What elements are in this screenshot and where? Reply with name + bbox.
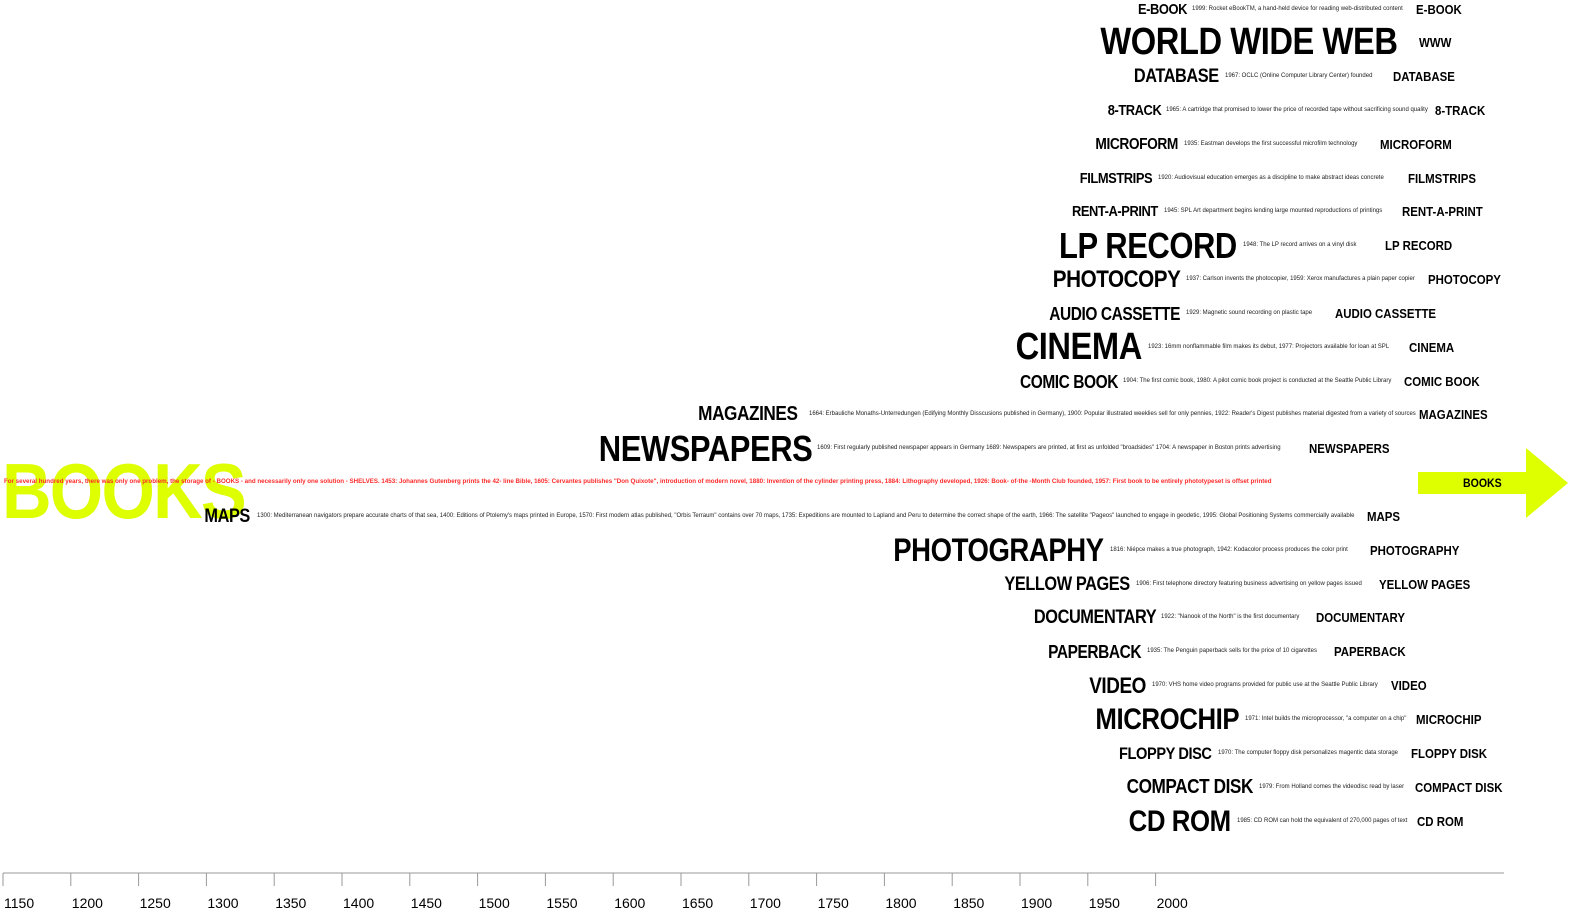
media-description: 1816: Niépce makes a true photograph, 19… [1110,547,1348,553]
media-end-label: YELLOW PAGES [1379,577,1471,592]
media-end-label: MAPS [1367,509,1401,524]
media-description: 1929: Magnetic sound recording on plasti… [1186,310,1313,316]
media-description: 1923: 16mm nonflammable film makes its d… [1148,344,1390,350]
media-label: FLOPPY DISC [1119,744,1213,764]
media-label: 8-TRACK [1107,102,1161,120]
media-description: 1935: The Penguin paperback sells for th… [1147,648,1317,654]
media-end-label: PAPERBACK [1334,644,1406,659]
year-axis [2,872,1504,886]
media-label: MICROFORM [1095,135,1178,153]
media-end-label: COMPACT DISK [1415,780,1503,795]
media-end-label: WWW [1419,35,1452,50]
books-description: For several hundred years, there was onl… [4,478,1272,485]
media-label: CD ROM [1128,804,1231,838]
media-description: 1985: CD ROM can hold the equivalent of … [1237,818,1408,824]
media-label: DOCUMENTARY [1033,606,1157,628]
media-description: 1920: Audiovisual education emerges as a… [1158,175,1384,181]
axis-ticks [2,873,1157,886]
media-description: 1970: The computer floppy disk personali… [1218,750,1398,756]
media-label: COMIC BOOK [1019,371,1118,392]
axis-tick-label: 2000 [1156,895,1188,911]
media-description: 1967: OCLC (Online Computer Library Cent… [1225,73,1373,79]
media-label: MAGAZINES [697,403,798,426]
axis-tick-label: 1400 [343,895,375,911]
media-label: E-BOOK [1137,1,1187,19]
media-description: 1904: The first comic book, 1980: A pilo… [1123,378,1392,384]
media-label: YELLOW PAGES [1004,573,1131,595]
media-description: 1922: "Nanook of the North" is the first… [1161,614,1300,620]
media-end-label: FLOPPY DISK [1411,746,1488,761]
media-end-label: E-BOOK [1416,2,1462,17]
axis-tick-label: 1850 [953,895,985,911]
media-description: 1300: Mediterranean navigators prepare a… [257,513,1355,519]
media-end-label: RENT-A-PRINT [1402,204,1483,219]
axis-tick-label: 1150 [4,895,35,911]
media-end-label: PHOTOCOPY [1428,272,1501,287]
media-label: FILMSTRIPS [1079,170,1153,188]
media-description: 1999: Rocket eBookTM, a hand-held device… [1192,6,1403,12]
timeline-arrow-icon [1418,448,1568,518]
media-label: PAPERBACK [1047,641,1141,662]
media-label: MICROCHIP [1095,702,1239,736]
axis-tick-label: 1450 [410,895,442,911]
media-label: CINEMA [1015,325,1143,368]
media-label: COMPACT DISK [1126,776,1254,799]
media-end-label: LP RECORD [1385,238,1453,253]
media-label: PHOTOGRAPHY [893,532,1105,569]
media-description: 1945: SPL Art department begins lending … [1164,208,1383,214]
axis-tick-label: 1600 [614,895,646,911]
media-end-label: DOCUMENTARY [1316,610,1405,625]
media-end-label: VIDEO [1391,678,1427,693]
media-end-label: MICROFORM [1380,137,1452,152]
axis-tick-label: 1550 [546,895,578,911]
media-end-label: MAGAZINES [1419,407,1488,422]
media-label: AUDIO CASSETTE [1049,303,1180,324]
media-end-label: COMIC BOOK [1404,374,1480,389]
media-description: 1979: From Holland comes the videodisc r… [1259,784,1405,790]
axis-tick-label: 1800 [885,895,917,911]
media-description: 1948: The LP record arrives on a vinyl d… [1243,242,1357,248]
axis-tick-label: 1750 [817,895,849,911]
axis-tick-label: 1650 [682,895,714,911]
media-end-label: 8-TRACK [1435,103,1486,118]
media-description: 1935: Eastman develops the first success… [1184,141,1358,147]
media-description: 1970: VHS home video programs provided f… [1152,682,1378,688]
axis-tick-label: 1700 [749,895,781,911]
media-end-label: DATABASE [1393,69,1455,84]
media-end-label: AUDIO CASSETTE [1335,306,1437,321]
media-description: 1965: A cartridge that promised to lower… [1166,107,1428,113]
axis-tick-label: 1350 [275,895,307,911]
axis-tick-label: 1250 [139,895,171,911]
media-description: 1906: First telephone directory featurin… [1136,581,1362,587]
media-end-label: FILMSTRIPS [1408,171,1477,186]
media-end-label: PHOTOGRAPHY [1370,543,1460,558]
media-label: NEWSPAPERS [598,428,812,470]
media-label: VIDEO [1089,673,1146,699]
media-label: RENT-A-PRINT [1072,203,1158,221]
media-end-label: MICROCHIP [1416,712,1482,727]
books-end-label: BOOKS [1463,476,1502,490]
axis-tick-label: 1300 [207,895,239,911]
media-description: 1664: Erbauliche Monaths-Unterredungen (… [809,411,1416,417]
media-label: LP RECORD [1059,225,1237,267]
axis-tick-label: 1500 [478,895,510,911]
media-description: 1937: Carlson invents the photocopier, 1… [1186,276,1415,282]
media-label: MAPS [204,505,251,527]
axis-tick-label: 1200 [71,895,103,911]
media-end-label: NEWSPAPERS [1309,441,1390,456]
books-title: BOOKS [2,447,247,535]
media-label: WORLD WIDE WEB [1100,20,1399,63]
media-end-label: CINEMA [1409,340,1455,355]
axis-tick-label: 1900 [1021,895,1053,911]
media-description: 1971: Intel builds the microprocessor, "… [1245,716,1407,722]
axis-tick-label: 1950 [1088,895,1120,911]
media-end-label: CD ROM [1417,814,1464,829]
media-description: 1609: First regularly published newspape… [817,445,1281,451]
media-label: DATABASE [1134,65,1219,87]
media-label: PHOTOCOPY [1052,266,1180,294]
